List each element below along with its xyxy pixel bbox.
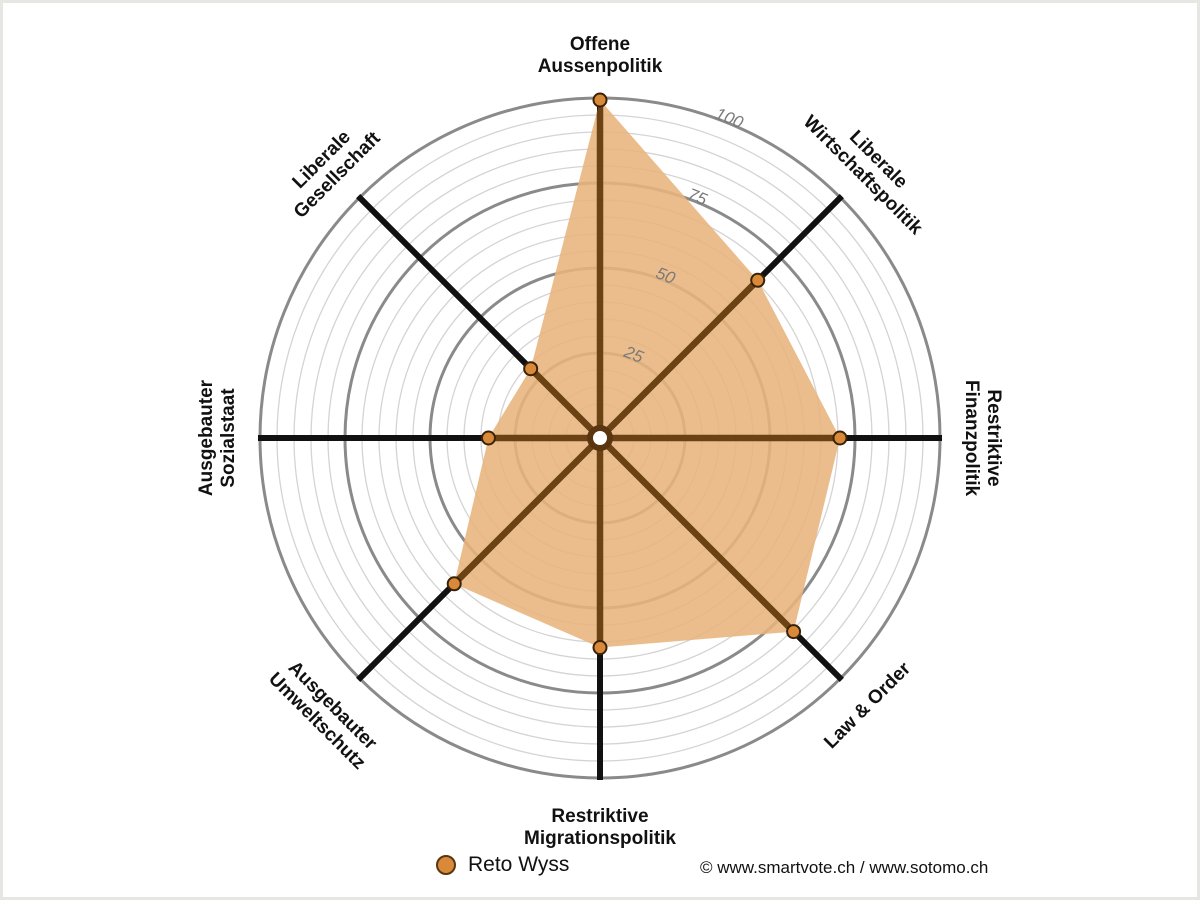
data-points (446, 92, 848, 656)
data-point (786, 624, 802, 640)
legend: Reto Wyss (436, 850, 569, 880)
legend-marker (436, 855, 456, 875)
axis-spoke-inner (454, 435, 603, 648)
data-point (523, 361, 539, 377)
axis-label: Restriktive Migrationspolitik (524, 806, 676, 849)
legend-label: Reto Wyss (468, 853, 570, 876)
data-point (592, 92, 608, 108)
series-area (454, 100, 840, 648)
axis-label: AusgebauterSozialstaat (196, 379, 239, 496)
data-point (480, 430, 496, 446)
axis-label: Offene Aussenpolitik (538, 34, 663, 77)
data-point (750, 272, 766, 288)
center-marker (587, 425, 613, 451)
source-credit: © www.smartvote.ch / www.sotomo.ch (700, 858, 989, 877)
center-hole (593, 431, 607, 445)
series-polygon (454, 100, 840, 648)
data-point (832, 430, 848, 446)
data-point (446, 576, 462, 592)
data-point (592, 640, 608, 656)
axis-spokes (258, 96, 942, 780)
axis-label: RestriktiveFinanzpolitik (961, 380, 1004, 497)
